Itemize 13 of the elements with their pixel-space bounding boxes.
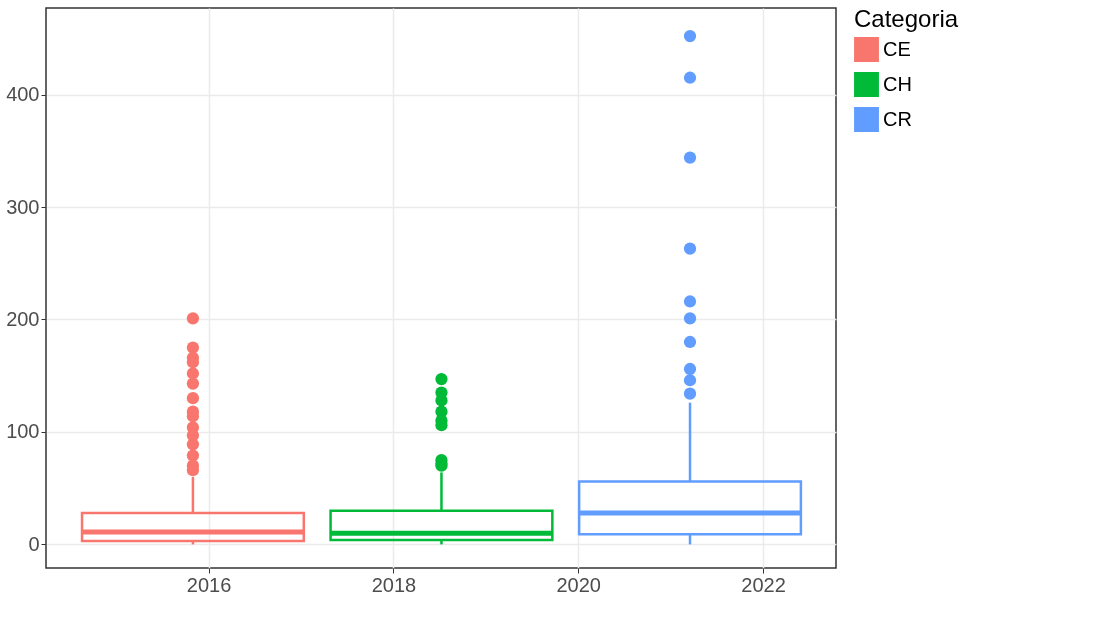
x-tick-label: 2020 [556, 573, 601, 596]
y-tick-label: 400 [6, 83, 40, 106]
legend-label: CR [883, 107, 912, 130]
y-tick-label: 200 [6, 307, 40, 330]
legend-label: CE [883, 37, 911, 60]
x-tick-label: 2022 [741, 573, 786, 596]
y-tick-label: 0 [28, 532, 40, 555]
y-tick-label: 300 [6, 195, 40, 218]
y-tick-label: 100 [6, 420, 40, 443]
x-tick-label: 2016 [186, 573, 232, 596]
legend-title: Categoria [854, 5, 959, 32]
x-tick-label: 2018 [371, 573, 417, 596]
legend-label: CH [883, 72, 912, 95]
